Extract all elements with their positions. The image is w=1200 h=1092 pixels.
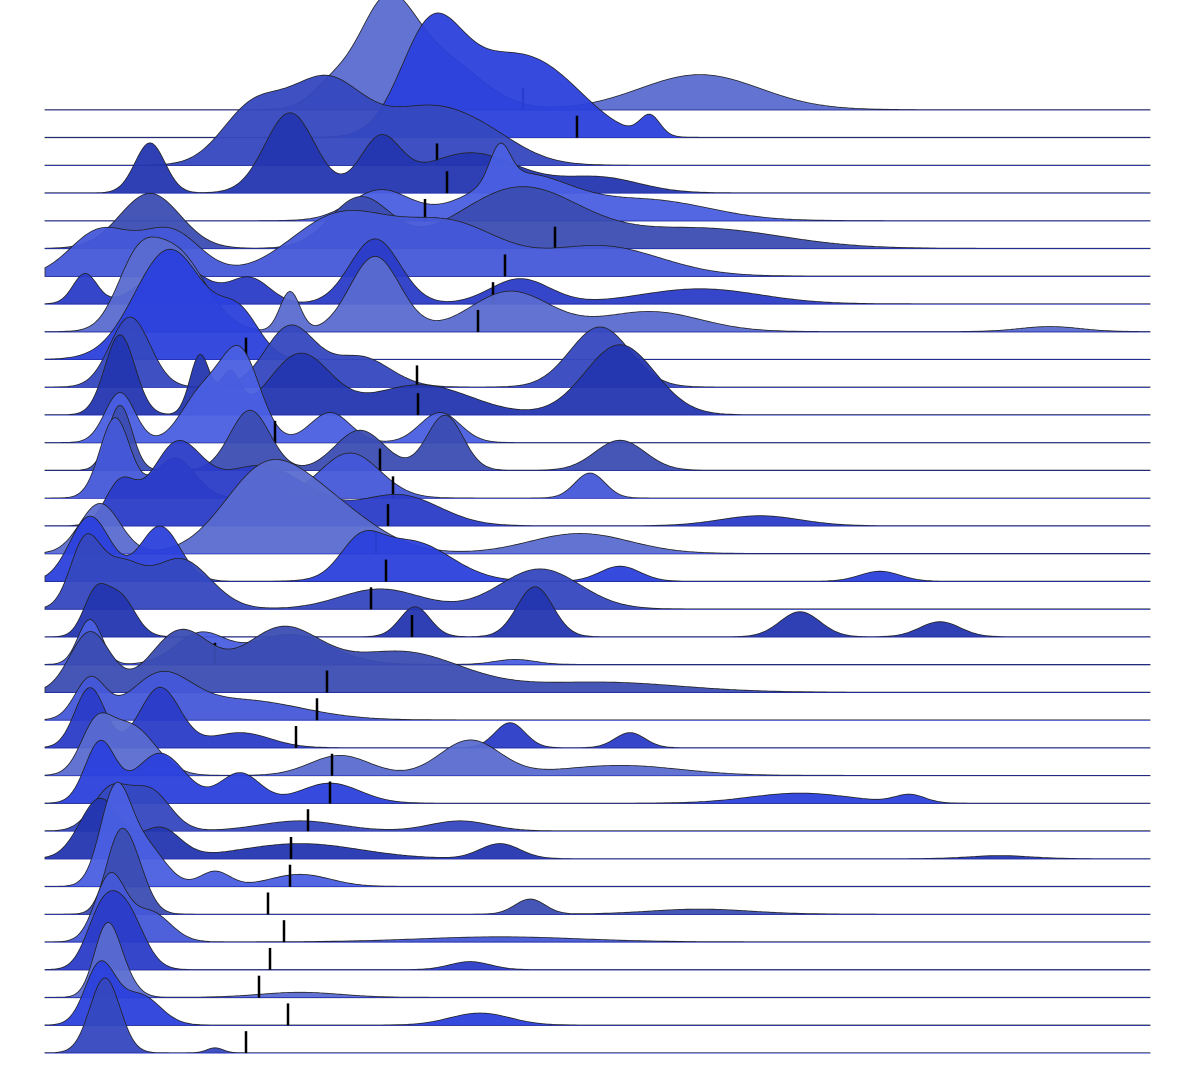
density-curve [44,583,1151,638]
ridge-33 [44,960,1151,1026]
density-curve [44,404,1151,472]
ridge-31 [44,890,1151,971]
density-curve [44,797,1151,860]
density-curve [44,921,1151,999]
density-curve [44,74,1151,166]
ridge-23 [44,686,1151,749]
ridge-21 [44,625,1151,693]
ridge-28 [44,781,1151,888]
ridge-34 [44,977,1151,1054]
ridge-6 [44,210,1151,277]
density-curve [44,0,1151,111]
density-curve [44,210,1151,277]
ridge-18 [44,533,1151,610]
density-curve [44,686,1151,749]
ridge-1 [44,12,1151,139]
density-curve [44,872,1151,943]
ridge-0 [44,0,1151,111]
density-curve [44,625,1151,693]
density-curve [44,890,1151,971]
ridge-19 [44,583,1151,638]
density-curve [44,12,1151,139]
density-curve [44,533,1151,610]
density-curve [44,712,1151,777]
density-curve [44,960,1151,1026]
density-curve [44,827,1151,915]
density-curve [44,112,1151,194]
density-curve [44,344,1151,444]
density-curve [44,459,1151,555]
ridge-30 [44,872,1151,943]
ridge-25 [44,739,1151,804]
density-curve [44,739,1151,804]
density-curve [44,783,1151,832]
density-curve [44,977,1151,1054]
density-curve [44,781,1151,888]
density-curve [44,142,1151,222]
ridge-29 [44,827,1151,915]
ridge-32 [44,921,1151,999]
ridge-26 [44,783,1151,832]
ridge-27 [44,797,1151,860]
